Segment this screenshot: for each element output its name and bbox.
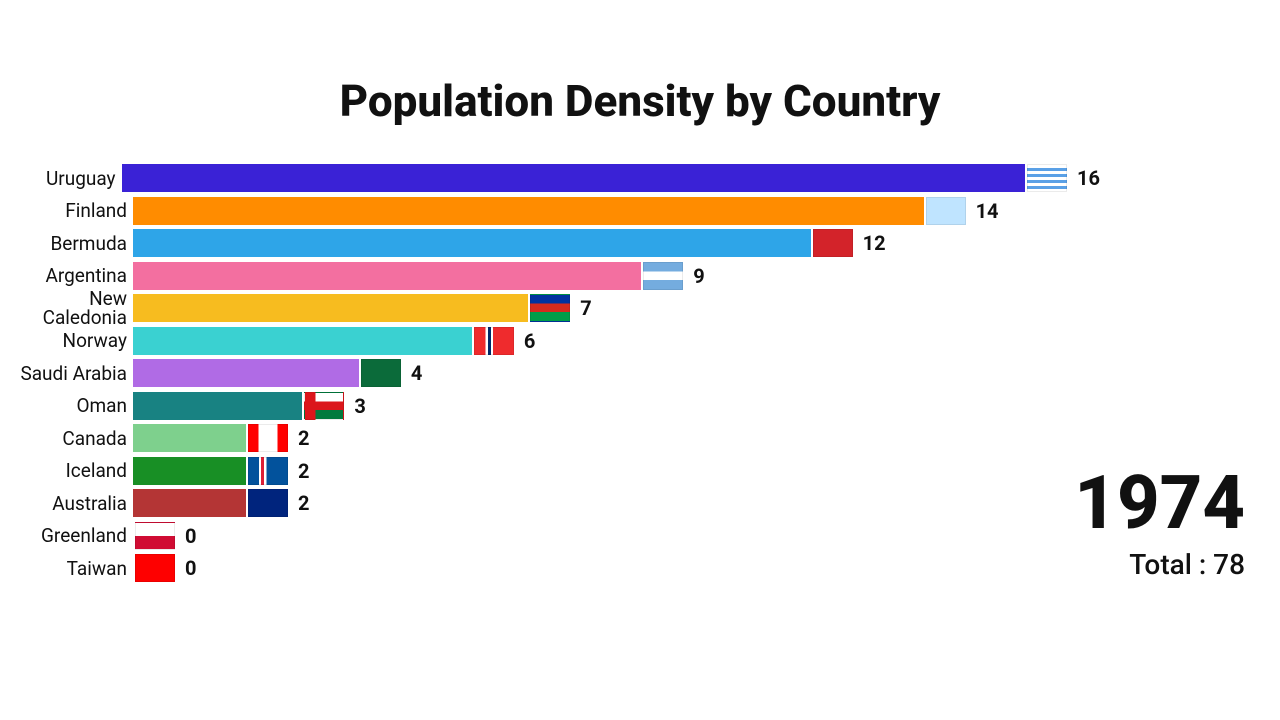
flag-icon xyxy=(304,392,344,420)
flag-icon xyxy=(248,457,288,485)
flag-icon xyxy=(248,489,288,517)
bar-value: 0 xyxy=(185,556,196,580)
bar-label: New Caledonia xyxy=(0,289,133,327)
bar-row: Canada 2 xyxy=(0,422,1100,455)
bar-value: 0 xyxy=(185,524,196,548)
bar-area: 2 xyxy=(133,489,1100,517)
bar-row: Greenland 0 xyxy=(0,520,1100,553)
bar-area: 16 xyxy=(122,164,1100,192)
flag-icon xyxy=(643,262,683,290)
bar-area: 9 xyxy=(133,262,1100,290)
bar xyxy=(133,327,472,355)
bar-row: Uruguay 16 xyxy=(0,162,1100,195)
bar xyxy=(133,197,924,225)
bar xyxy=(133,392,302,420)
bar-area: 12 xyxy=(133,229,1100,257)
bar-value: 6 xyxy=(524,329,535,353)
bar-row: Saudi Arabia 4 xyxy=(0,357,1100,390)
bar-label: Bermuda xyxy=(0,234,133,253)
bar-label: Finland xyxy=(0,201,133,220)
bar-value: 14 xyxy=(976,199,999,223)
flag-icon xyxy=(248,424,288,452)
bar-area: 6 xyxy=(133,327,1100,355)
bar-area: 14 xyxy=(133,197,1100,225)
bar xyxy=(133,359,359,387)
bar xyxy=(133,489,246,517)
bar-label: Norway xyxy=(0,331,133,350)
flag-icon xyxy=(926,197,966,225)
bar-area: 4 xyxy=(133,359,1100,387)
flag-icon xyxy=(813,229,853,257)
bar-value: 4 xyxy=(411,361,422,385)
bar-row: Bermuda 12 xyxy=(0,227,1100,260)
bar xyxy=(133,294,528,322)
flag-icon xyxy=(1027,164,1067,192)
bar-label: Uruguay xyxy=(0,169,122,188)
bar-value: 2 xyxy=(298,426,309,450)
bar-label: Iceland xyxy=(0,461,133,480)
bar-row: Iceland 2 xyxy=(0,455,1100,488)
bar-row: Taiwan 0 xyxy=(0,552,1100,585)
bar-area: 2 xyxy=(133,424,1100,452)
bar-label: Saudi Arabia xyxy=(0,364,133,383)
bar-value: 12 xyxy=(863,231,886,255)
flag-icon xyxy=(135,522,175,550)
bar-row: Norway 6 xyxy=(0,325,1100,358)
bar xyxy=(133,229,811,257)
bar-row: Oman 3 xyxy=(0,390,1100,423)
bar-area: 0 xyxy=(133,522,1100,550)
bar-area: 7 xyxy=(133,294,1100,322)
flag-icon xyxy=(530,294,570,322)
bar xyxy=(133,424,246,452)
bar-label: Australia xyxy=(0,494,133,513)
bar-label: Argentina xyxy=(0,266,133,285)
bar xyxy=(133,262,641,290)
flag-icon xyxy=(135,554,175,582)
bar-value: 7 xyxy=(580,296,591,320)
flag-icon xyxy=(474,327,514,355)
bar-value: 3 xyxy=(354,394,365,418)
chart-title: Population Density by Country xyxy=(0,75,1280,127)
bar-row: New Caledonia 7 xyxy=(0,292,1100,325)
bar-row: Argentina 9 xyxy=(0,260,1100,293)
bar-row: Finland 14 xyxy=(0,195,1100,228)
bar-area: 0 xyxy=(133,554,1100,582)
bar-label: Taiwan xyxy=(0,559,133,578)
bar xyxy=(133,457,246,485)
bar-value: 16 xyxy=(1077,166,1100,190)
bar-label: Greenland xyxy=(0,526,133,545)
bar-label: Oman xyxy=(0,396,133,415)
bar xyxy=(122,164,1026,192)
flag-icon xyxy=(361,359,401,387)
total-indicator: Total : 78 xyxy=(1129,548,1245,581)
bar-area: 2 xyxy=(133,457,1100,485)
bar-area: 3 xyxy=(133,392,1100,420)
bar-value: 2 xyxy=(298,491,309,515)
bar-chart: Uruguay 16 Finland 14 Bermuda 12 Argentina 9 New… xyxy=(0,162,1100,585)
bar-row: Australia 2 xyxy=(0,487,1100,520)
bar-value: 9 xyxy=(693,264,704,288)
bar-label: Canada xyxy=(0,429,133,448)
year-indicator: 1974 xyxy=(1074,460,1245,547)
bar-value: 2 xyxy=(298,459,309,483)
